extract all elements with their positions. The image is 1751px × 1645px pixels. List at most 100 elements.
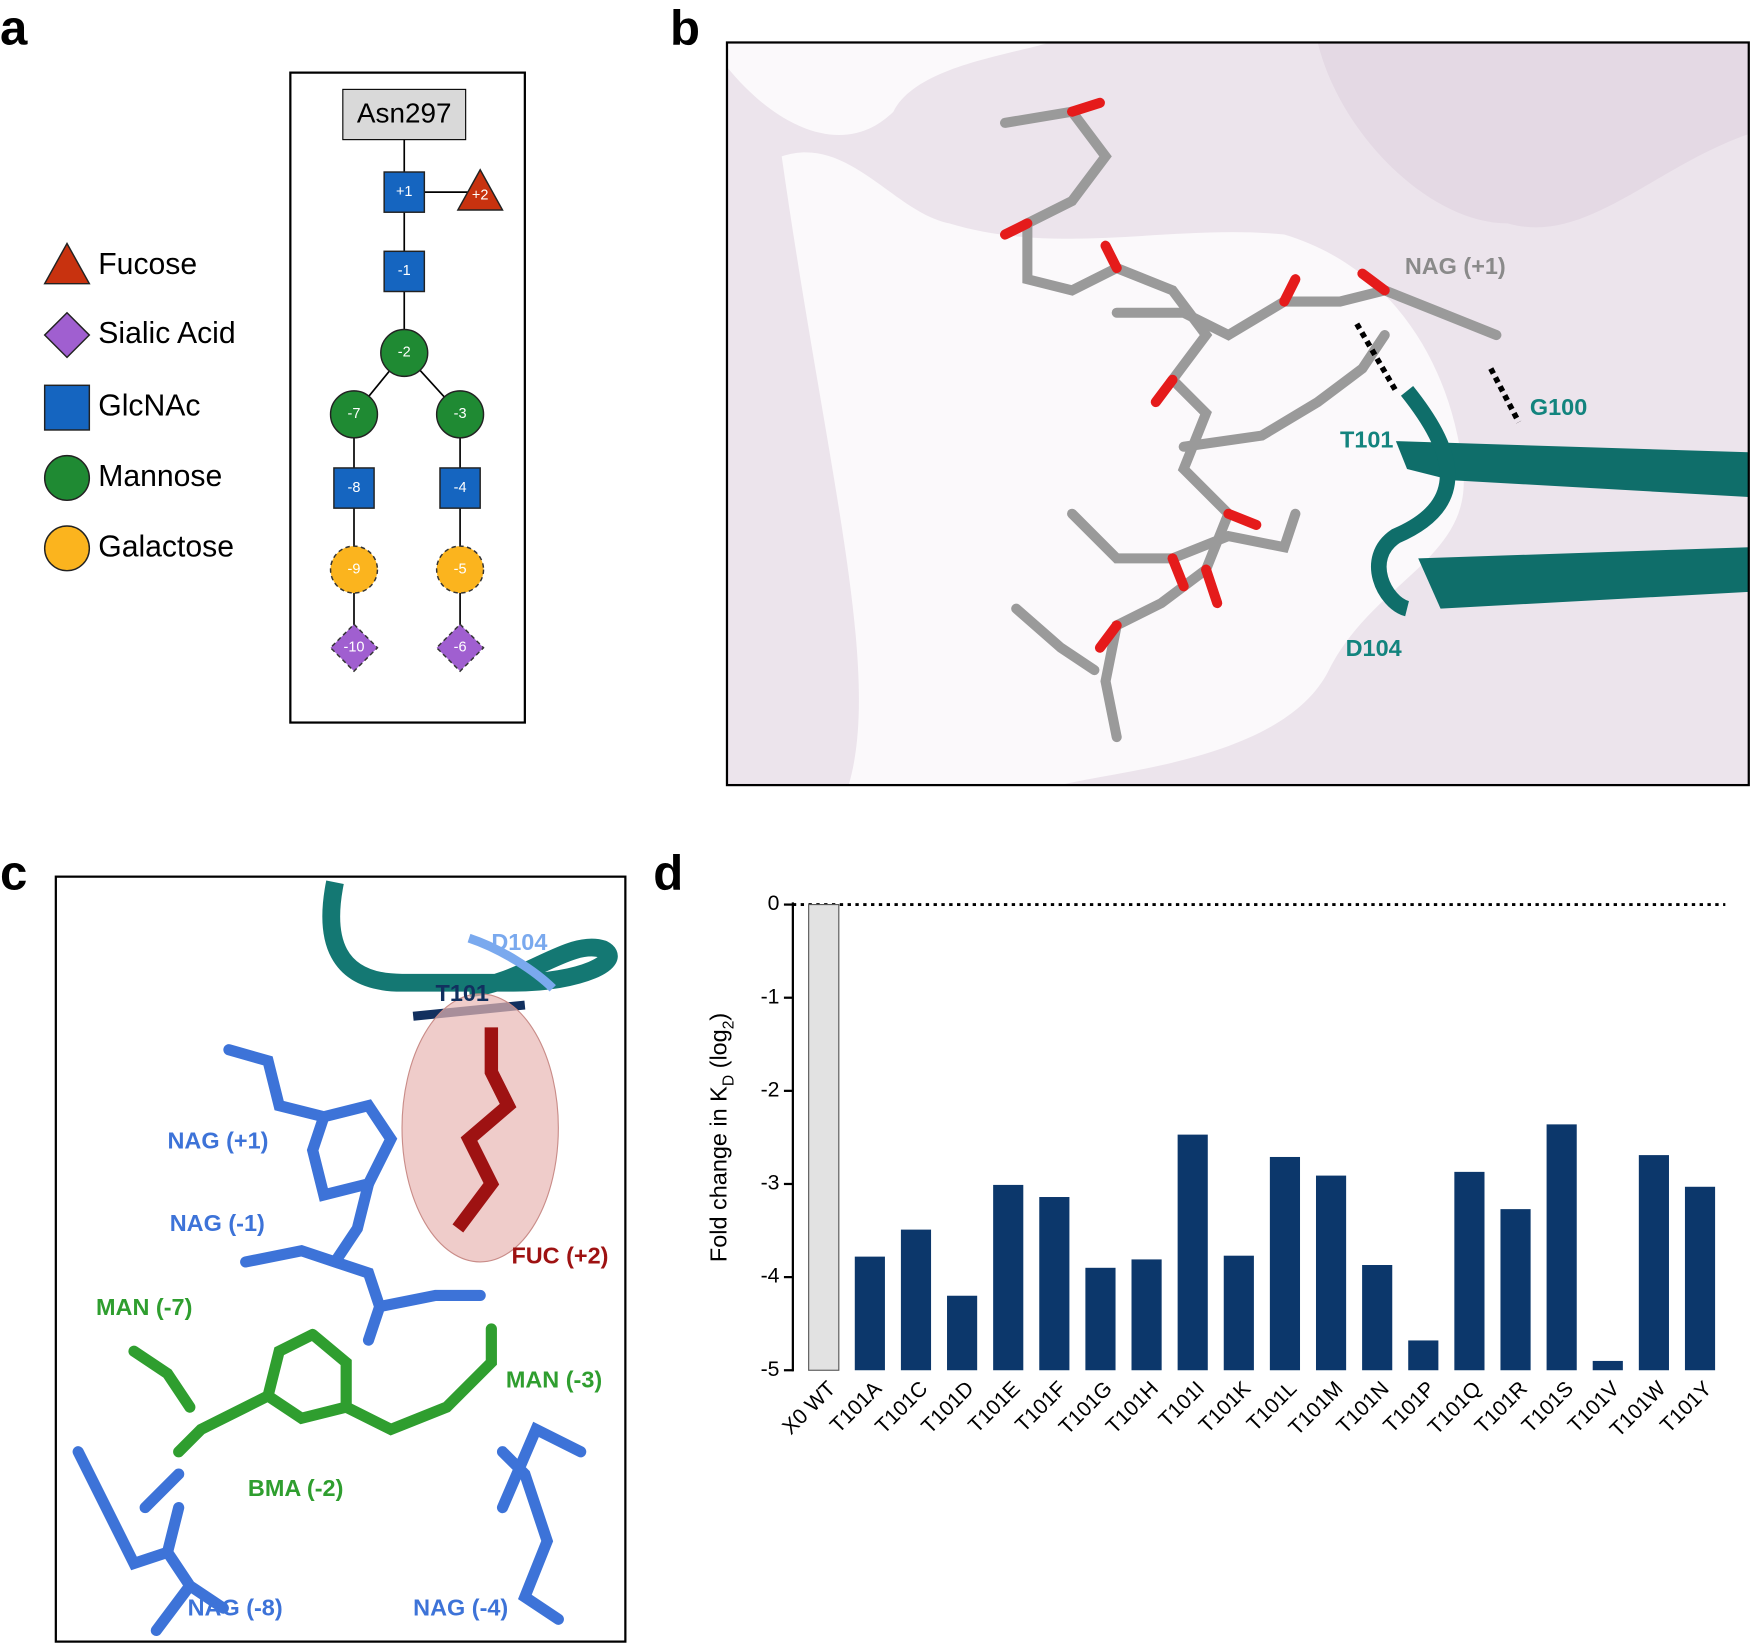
y-axis-label-part: D [720, 1075, 737, 1086]
bar [1131, 1259, 1162, 1371]
glycan-node-label: -3 [454, 406, 467, 422]
glycan-symbol [383, 250, 426, 293]
glycan-symbol [43, 311, 91, 359]
legend-label: Sialic Acid [98, 317, 235, 350]
legend-label: Mannose [98, 460, 222, 493]
panel-c-structure [54, 875, 627, 1643]
panel-b-structure [725, 41, 1750, 787]
bar [1362, 1265, 1393, 1371]
y-axis-label: Fold change in KD (log2) [705, 1013, 736, 1262]
y-tick-label: 0 [768, 892, 780, 915]
y-tick-label: -5 [761, 1358, 780, 1381]
bar [1177, 1134, 1208, 1371]
glycan-symbol [456, 168, 504, 211]
x-tick-label: X0 WT [778, 1377, 840, 1439]
residue-label: NAG (+1) [168, 1128, 269, 1154]
glycan-node-label: -8 [348, 480, 361, 496]
bar [854, 1256, 885, 1371]
bar [1454, 1171, 1485, 1371]
bar [1223, 1255, 1254, 1371]
glycan-symbol [43, 241, 91, 285]
glycan-node-label: +2 [472, 187, 489, 203]
residue-label: MAN (-3) [506, 1367, 602, 1393]
residue-label: BMA (-2) [248, 1475, 343, 1501]
glycan-symbol [435, 545, 485, 594]
y-axis-label-part: ) [705, 1013, 731, 1021]
bar [1684, 1186, 1716, 1371]
residue-label: NAG (+1) [1405, 253, 1506, 279]
glycan-symbol [329, 545, 379, 594]
residue-label: NAG (-8) [188, 1594, 283, 1620]
glycan-node-label: +1 [396, 184, 413, 200]
bar [1638, 1155, 1669, 1371]
glycan-symbol [43, 454, 91, 502]
x-tick-label: T101Q [1424, 1377, 1486, 1439]
residue-label: G100 [1530, 394, 1587, 420]
legend-label: GlcNAc [98, 390, 200, 423]
glycan-symbol [380, 328, 429, 378]
legend-label: Fucose [98, 248, 197, 281]
x-tick-label: T101E [964, 1377, 1024, 1437]
glycan-node-label: -9 [348, 561, 361, 577]
panel-label: b [670, 1, 700, 55]
y-tick-label: -3 [761, 1172, 780, 1195]
residue-label: D104 [491, 929, 547, 955]
glycan-symbol [435, 623, 485, 673]
y-tick-label: -4 [761, 1265, 780, 1288]
glycan-node-label: -10 [344, 640, 365, 656]
glycan-node-label: -1 [398, 263, 411, 279]
residue-label: D104 [1346, 635, 1402, 661]
root-label: Asn297 [357, 97, 452, 128]
legend-label: Galactose [98, 530, 234, 563]
glycan-node-label: -4 [454, 480, 467, 496]
glycan-symbol [43, 525, 91, 572]
y-axis-label-part: (log [705, 1029, 731, 1075]
glycan-frame [289, 71, 526, 724]
x-tick-label: T101H [1102, 1377, 1163, 1438]
bar [1500, 1209, 1531, 1371]
x-tick-label: T101G [1055, 1377, 1117, 1439]
bar [947, 1295, 978, 1371]
glycan-symbol [329, 390, 379, 439]
glycan-symbol [333, 467, 375, 509]
glycan-node-label: -5 [454, 561, 467, 577]
y-axis-label-part: 2 [720, 1021, 737, 1030]
bar [808, 904, 840, 1371]
bar [993, 1184, 1024, 1371]
bar [1039, 1197, 1070, 1371]
bar [1408, 1340, 1439, 1371]
root-box [342, 88, 467, 141]
glycan-symbol [439, 467, 481, 509]
x-tick-label: T101K [1195, 1377, 1255, 1437]
bar [1315, 1175, 1347, 1371]
y-tick-label: -1 [761, 985, 780, 1008]
panel-label: d [653, 847, 683, 901]
panel-label: a [0, 1, 28, 55]
residue-label: T101 [436, 980, 489, 1006]
x-tick-label: T101R [1471, 1377, 1532, 1438]
bar [1269, 1156, 1301, 1371]
glycan-symbol [43, 384, 91, 431]
y-axis-label-part: Fold change in K [705, 1086, 731, 1262]
residue-label: NAG (-1) [170, 1210, 265, 1236]
x-tick-label: T101N [1332, 1377, 1393, 1438]
bar [1592, 1360, 1623, 1371]
residue-label: MAN (-7) [96, 1294, 192, 1320]
x-tick-label: T101S [1518, 1377, 1578, 1437]
residue-label: NAG (-4) [413, 1594, 508, 1620]
glycan-node-label: -2 [398, 345, 411, 361]
y-tick-label: -2 [761, 1078, 780, 1101]
bar [1546, 1124, 1577, 1371]
glycan-symbol [329, 623, 379, 673]
glycan-node-label: -7 [348, 406, 361, 422]
residue-label: FUC (+2) [511, 1243, 608, 1269]
glycan-symbol [383, 171, 426, 213]
bar [900, 1229, 932, 1371]
glycan-node-label: -6 [454, 640, 467, 656]
x-tick-label: T101Y [1656, 1377, 1716, 1437]
panel-label: c [0, 847, 27, 901]
residue-label: T101 [1340, 426, 1393, 452]
bar [1085, 1267, 1116, 1371]
x-tick-label: T101D [917, 1377, 978, 1438]
